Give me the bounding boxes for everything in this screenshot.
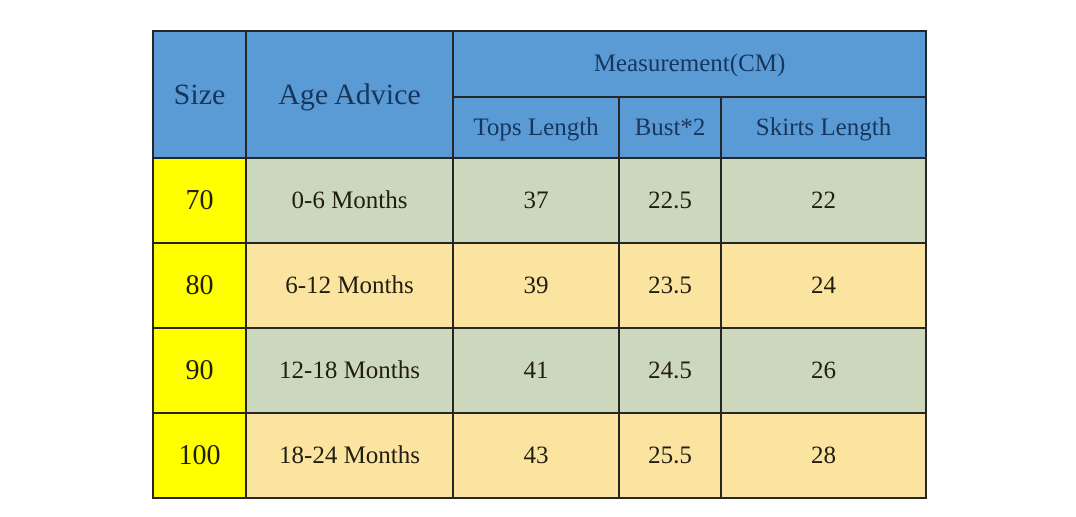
bust-value: 24.5 [618, 327, 722, 414]
column-header-age-advice: Age Advice [245, 30, 454, 159]
skirts-value: 22 [719, 157, 928, 244]
age-value: 6-12 Months [245, 242, 454, 329]
bust-value: 25.5 [618, 412, 722, 499]
table-row-size-70: 70 0-6 Months 37 22.5 22 [152, 157, 928, 244]
column-header-skirts-length: Skirts Length [719, 96, 928, 159]
skirts-value: 26 [719, 327, 928, 414]
age-value: 18-24 Months [245, 412, 454, 499]
tops-value: 37 [452, 157, 620, 244]
column-header-tops-length: Tops Length [452, 96, 620, 159]
column-header-measurement-cm: Measurement(CM) [451, 29, 928, 99]
tops-value: 43 [452, 412, 620, 499]
size-value: 100 [152, 412, 247, 499]
tops-value: 41 [452, 327, 620, 414]
size-value: 70 [152, 157, 247, 244]
bust-value: 23.5 [618, 242, 722, 329]
tops-value: 39 [452, 242, 620, 329]
header-row-main: Size Age Advice Measurement(CM) [152, 29, 928, 159]
table-row-size-80: 80 6-12 Months 39 23.5 24 [152, 242, 928, 329]
header-row-sub: Tops Length Bust*2 Skirts Length [153, 96, 928, 159]
size-value: 90 [152, 327, 247, 414]
skirts-value: 28 [719, 412, 928, 499]
size-chart-table: Size Age Advice Measurement(CM) Tops Len… [152, 29, 928, 499]
column-header-size: Size [152, 30, 247, 159]
age-value: 12-18 Months [245, 327, 454, 414]
table-row-size-100: 100 18-24 Months 43 25.5 28 [152, 412, 928, 499]
table-row-size-90: 90 12-18 Months 41 24.5 26 [152, 327, 928, 414]
age-value: 0-6 Months [245, 157, 454, 244]
size-value: 80 [152, 242, 247, 329]
column-header-bust: Bust*2 [618, 96, 722, 159]
skirts-value: 24 [719, 242, 928, 329]
bust-value: 22.5 [618, 157, 722, 244]
